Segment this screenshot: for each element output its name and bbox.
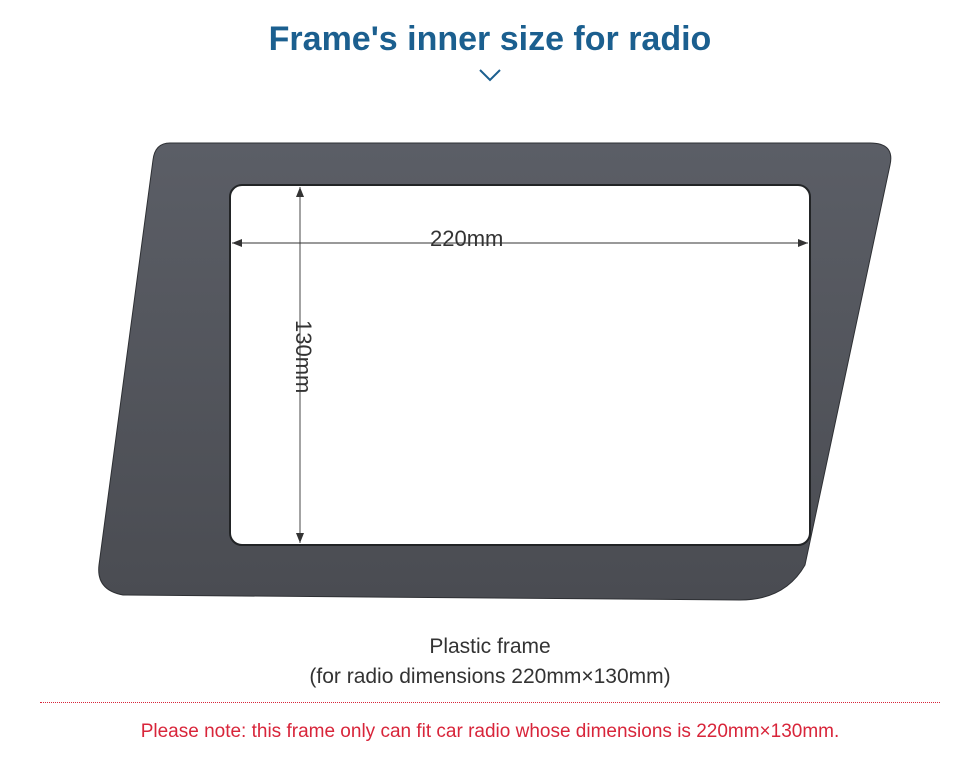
height-dimension-label: 130mm (290, 320, 316, 393)
chevron-down-icon (478, 68, 502, 84)
plastic-frame-diagram (95, 135, 895, 605)
caption-line1: Plastic frame (0, 632, 980, 662)
divider-line (40, 702, 940, 703)
width-dimension-label: 220mm (430, 226, 503, 252)
caption-line2: (for radio dimensions 220mm×130mm) (0, 662, 980, 692)
page-title: Frame's inner size for radio (0, 20, 980, 59)
warning-note: Please note: this frame only can fit car… (0, 721, 980, 743)
frame-caption: Plastic frame (for radio dimensions 220m… (0, 632, 980, 693)
